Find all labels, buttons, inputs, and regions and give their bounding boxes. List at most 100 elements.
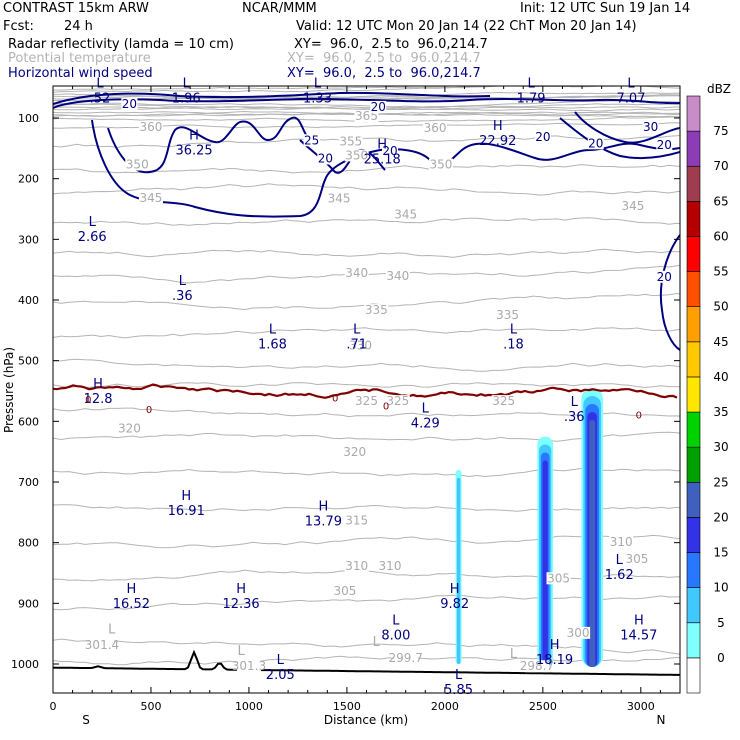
theta-extreme: L: [510, 647, 518, 662]
wind-extreme-value: 5.85: [444, 683, 473, 698]
theta-label: 310: [379, 559, 402, 573]
colorbar-label: 55: [713, 265, 728, 279]
theta-label-bg: [385, 270, 410, 283]
reflectivity-cells: [455, 387, 603, 668]
theta-label-bg: [546, 572, 571, 585]
wind-extreme-value: 1.33: [303, 92, 332, 107]
wind-label-bg: [656, 270, 673, 283]
wind-label-bg: [587, 137, 604, 150]
wind-extreme-value: 1.68: [258, 337, 287, 352]
wind-label-bg: [121, 97, 138, 110]
colorbar-swatch: [686, 552, 701, 588]
wind-extreme-value: 2.66: [78, 230, 107, 245]
colorbar-label: 75: [713, 124, 728, 138]
theta-label-bg: [236, 660, 261, 673]
theta-label: 340: [345, 266, 368, 280]
theta-label-bg: [624, 552, 649, 565]
colorbar-label: 20: [713, 510, 728, 524]
north-endpoint: N: [657, 713, 666, 727]
theta-extreme: L: [237, 644, 245, 659]
freezing-line: [53, 383, 678, 399]
theta-contour: [53, 217, 680, 226]
colorbar-swatch: [686, 130, 701, 167]
colorbar-swatch: [686, 411, 701, 448]
theta-label: 320: [118, 421, 141, 435]
theta-label: 315: [345, 514, 368, 528]
y-tick-label: 700: [18, 476, 39, 489]
field-reflectivity: Radar reflectivity (lamda = 10 cm): [8, 37, 234, 52]
theta-contour: [53, 106, 680, 111]
theta-label-bg: [344, 149, 369, 162]
wind-label: 20: [318, 151, 333, 165]
wind-extreme-marker: H: [126, 582, 136, 597]
theta-label-bg: [348, 339, 373, 352]
wind-extreme-marker: H: [377, 137, 387, 152]
theta-label: 335: [365, 303, 388, 317]
theta-label: 305: [547, 571, 570, 585]
theta-contour: [53, 431, 680, 442]
x-tick-label: 2500: [529, 700, 557, 713]
y-tick-label: 900: [18, 597, 39, 610]
freezing-mark: 0: [332, 394, 338, 405]
wind-extreme-value: .36: [172, 289, 193, 304]
wind-contour: [53, 91, 491, 105]
theta-contour: [53, 569, 680, 582]
theta-label-bg: [327, 192, 352, 205]
theta-contour: [53, 655, 680, 666]
theta-contour: [53, 467, 680, 478]
init-time: Init: 12 UTC Sun 19 Jan 14: [520, 1, 691, 16]
colorbar-swatch: [686, 657, 701, 694]
wind-extreme-marker: L: [179, 274, 187, 289]
theta-label-bg: [354, 110, 379, 122]
colorbar-swatch: [686, 95, 701, 132]
wind-extreme-value: 12.36: [222, 597, 259, 612]
theta-label: 345: [394, 207, 417, 221]
theta-label-bg: [385, 395, 410, 408]
axes: 0 500 1000 1500 2000 2500 30001002003004005006…: [11, 86, 680, 713]
wind-extreme-value: 8.00: [381, 629, 410, 644]
wind-label: 20: [371, 100, 386, 114]
theta-label-bg: [491, 395, 516, 408]
theta-label: 325: [386, 394, 409, 408]
wind-extreme-value: .71: [346, 337, 367, 352]
theta-label-bg: [524, 660, 549, 673]
theta-label-bg: [495, 308, 520, 321]
theta-label-bg: [89, 639, 114, 652]
theta-label-bg: [138, 120, 163, 133]
wind-extreme-value: 1.79: [517, 92, 546, 107]
freezing-mark: 0: [146, 405, 152, 416]
reflectivity-cell: [456, 477, 461, 664]
wind-extreme-value: 13.79: [305, 515, 342, 530]
freezing-mark: 0: [636, 411, 642, 422]
colorbar-swatch: [686, 271, 701, 308]
theta-label-bg: [378, 560, 403, 573]
y-tick-label: 1000: [11, 658, 39, 671]
wind-extreme-value: 1.96: [172, 92, 201, 107]
theta-contour: [53, 534, 680, 549]
colorbar-swatch: [686, 481, 701, 518]
theta-label-bg: [138, 191, 163, 204]
wind-extreme-marker: L: [422, 401, 430, 416]
theta-label-bg: [125, 158, 150, 171]
theta-label: 360: [140, 120, 163, 134]
wind-label-bg: [303, 134, 320, 147]
wind-extreme-marker: H: [236, 582, 246, 597]
theta-label: 325: [355, 394, 378, 408]
colorbar: 0 5 10 15 20 25 30 35 40 45 50 55 60 65 70 75: [686, 95, 729, 694]
reflectivity-cell: [589, 419, 596, 668]
wind-extreme-marker: L: [616, 553, 624, 568]
wind-contour: [559, 117, 680, 160]
theta-label: 350: [430, 158, 453, 172]
colorbar-swatch: [686, 517, 701, 553]
theta-contour: [53, 327, 680, 339]
x-tick-label: 3000: [627, 700, 655, 713]
colorbar-label: 45: [713, 335, 728, 349]
theta-label: 299.7: [389, 651, 423, 665]
wind-extreme-marker: L: [392, 614, 400, 629]
wind-label-bg: [534, 131, 551, 144]
theta-label-bg: [344, 267, 369, 280]
theta-label: 350: [126, 158, 149, 172]
x-tick-label: 0: [50, 700, 57, 713]
colorbar-unit: dBZ: [707, 82, 731, 96]
